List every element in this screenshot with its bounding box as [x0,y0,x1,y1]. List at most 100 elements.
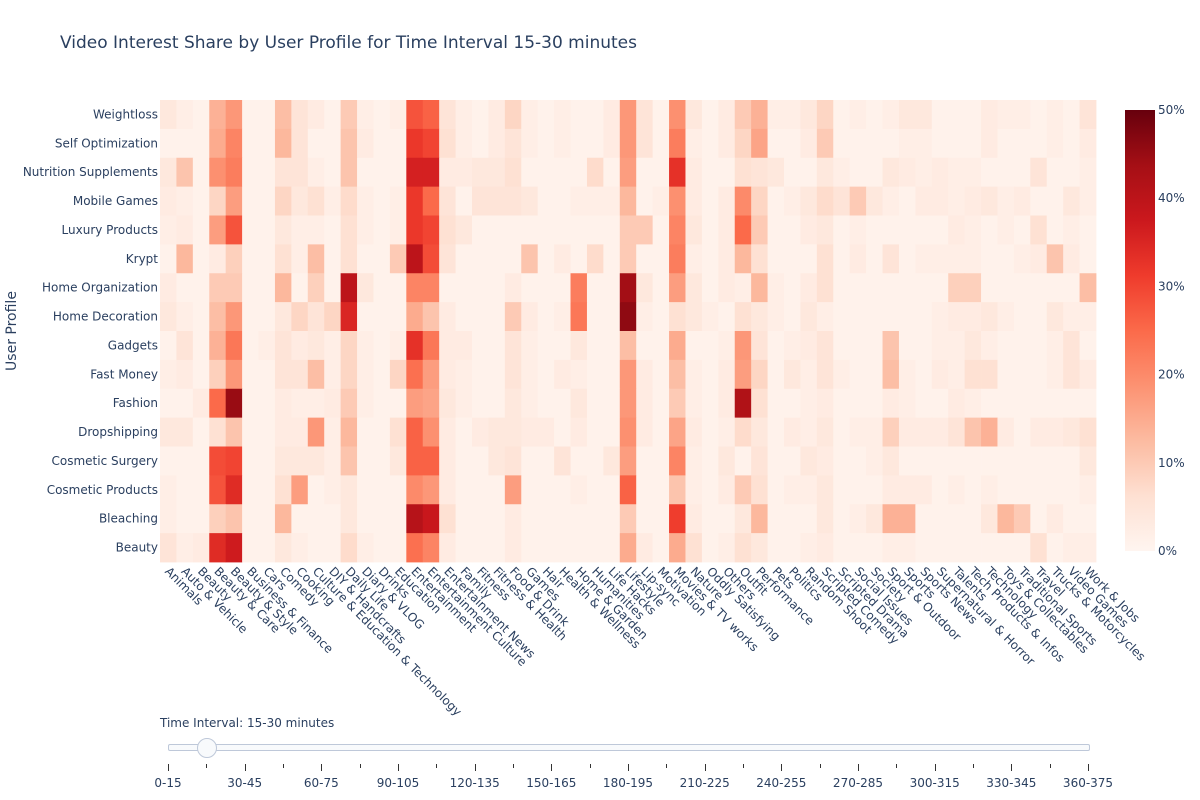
heatmap-cell [176,186,194,216]
heatmap-cell [898,157,916,188]
heatmap-cell [307,359,325,390]
heatmap-cell [882,128,900,159]
heatmap-cell [586,446,604,476]
heatmap-cell [701,533,719,563]
heatmap-cell [324,244,342,274]
heatmap-cell [1046,504,1064,534]
heatmap-cell [537,417,555,447]
slider-tick [589,764,591,768]
slider-step-label[interactable]: 360-375 [1062,776,1114,790]
heatmap-cell [915,475,933,505]
heatmap-cell [981,359,998,390]
slider-step-label[interactable]: 120-135 [449,776,500,790]
heatmap-cell [570,446,588,476]
slider-step-label[interactable]: 240-255 [756,776,807,790]
heatmap-cell [422,273,440,303]
heatmap-cell [915,331,933,361]
heatmap-cell [882,533,900,563]
heatmap-cell [554,359,571,390]
heatmap-cell [258,157,276,188]
heatmap-cell [160,157,177,188]
heatmap-cell [997,302,1015,332]
slider-step-label[interactable]: 30-45 [227,776,263,790]
heatmap-cell [701,128,719,159]
heatmap-cell [734,215,752,245]
heatmap-cell [734,331,752,361]
slider-handle[interactable] [197,738,218,758]
heatmap-cell [307,302,325,332]
heatmap-cell [406,100,424,130]
heatmap-cell [866,475,883,505]
slider-step-label[interactable]: 330-345 [986,776,1037,790]
heatmap-cell [931,128,949,159]
heatmap-cell [997,533,1015,563]
heatmap-cell [652,244,670,274]
heatmap-cell [619,100,637,130]
heatmap-cell [619,128,637,159]
heatmap-cell [472,273,489,303]
heatmap-cell [504,215,522,245]
time-interval-slider[interactable]: Time Interval: 15-30 minutes 0-15 30-45 60… [154,712,1113,792]
heatmap-cell [833,475,851,505]
heatmap-cell [701,388,719,419]
slider-step-label[interactable]: 270-285 [832,776,884,790]
heatmap-cell [307,186,325,216]
heatmap-cell [406,359,424,390]
heatmap-cell [898,215,916,245]
y-tick-label: Cosmetic Surgery [52,454,158,468]
heatmap-cell [751,215,768,245]
heatmap-cell [586,388,604,419]
heatmap-cell [406,388,424,419]
heatmap-cell [701,273,719,303]
heatmap-cell [833,388,851,419]
slider-step-label[interactable]: 300-315 [909,776,960,790]
heatmap-cell [586,533,604,563]
slider-tick [359,764,361,768]
heatmap-cell [225,157,243,188]
slider-rail[interactable] [168,744,1090,751]
heatmap-cell [225,302,243,332]
heatmap-cell [472,359,489,390]
heatmap-cell [701,215,719,245]
heatmap-cell [504,273,522,303]
heatmap-cell [964,100,982,130]
heatmap-cell [882,331,900,361]
heatmap-cell [784,157,801,188]
heatmap-cell [160,446,177,476]
heatmap-cell [537,244,555,274]
heatmap-cell [981,215,998,245]
slider-step-label[interactable]: 180-195 [602,776,654,790]
heatmap-cell [652,302,670,332]
heatmap-cell [521,504,539,534]
heatmap-cell [1063,388,1080,419]
heatmap-cell [570,244,588,274]
heatmap-cell [833,302,851,332]
slider-tick [666,764,668,768]
heatmap-cell [324,302,342,332]
heatmap-cell [209,388,227,419]
heatmap-cell [422,533,440,563]
heatmap-cell [389,273,407,303]
slider-step-label[interactable]: 90-105 [376,776,420,790]
heatmap-cell [504,446,522,476]
heatmap-cell [931,533,949,563]
slider-step-label[interactable]: 150-165 [526,776,577,790]
heatmap-cell [981,186,998,216]
heatmap-cell [225,186,243,216]
heatmap-cell [504,331,522,361]
heatmap-cell [406,504,424,534]
heatmap-cell [915,186,933,216]
y-tick-label: Mobile Games [73,194,158,208]
heatmap-cell [554,186,571,216]
slider-tick [628,764,629,771]
heatmap-cell [849,215,867,245]
slider-step-label[interactable]: 60-75 [303,776,339,790]
heatmap-cell [242,446,259,476]
heatmap-cell [997,186,1015,216]
heatmap-cell [603,533,621,563]
heatmap-cell [439,273,456,303]
heatmap-cell [800,100,818,130]
heatmap-cell [1030,100,1048,130]
slider-step-label[interactable]: 210-225 [679,776,730,790]
slider-step-label[interactable]: 0-15 [154,776,182,790]
